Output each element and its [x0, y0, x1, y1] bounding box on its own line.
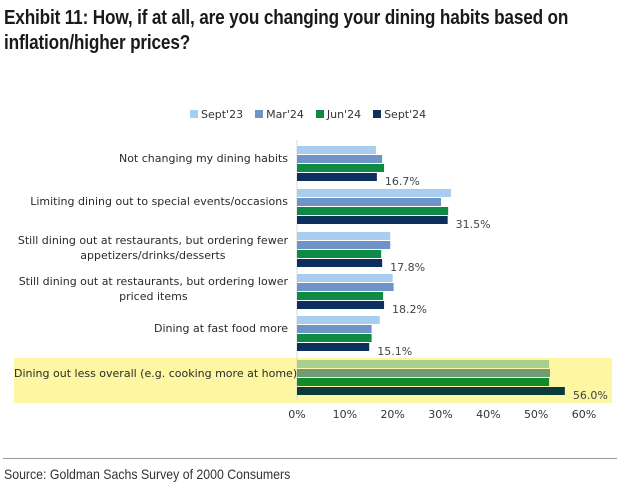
data-label: 56.0%: [573, 389, 608, 402]
x-tick-label: 20%: [380, 408, 404, 421]
bar: [297, 334, 372, 342]
bar: [297, 155, 383, 163]
bar: [297, 241, 391, 249]
legend-label: Mar'24: [266, 107, 304, 121]
bar: [297, 207, 449, 215]
bar: [297, 164, 385, 172]
category-label-line: Limiting dining out to special events/oc…: [30, 194, 288, 208]
x-tick-label: 60%: [572, 408, 596, 421]
x-tick-label: 50%: [524, 408, 548, 421]
bar: [297, 232, 391, 240]
category-label-line: Dining at fast food more: [153, 321, 288, 335]
bar: [297, 360, 550, 368]
category-label-line: appetizers/drinks/desserts: [80, 249, 226, 262]
data-label: 17.8%: [390, 261, 425, 274]
legend-item: Mar'24: [255, 108, 304, 121]
legend-item: Sept'23: [190, 108, 243, 121]
x-tick-label: 10%: [333, 408, 357, 421]
bar: [297, 250, 382, 258]
chart-title: Exhibit 11: How, if at all, are you chan…: [4, 7, 569, 54]
bar: [297, 283, 394, 291]
bar: [297, 274, 393, 282]
category-label-line: Still dining out at restaurants, but ord…: [18, 275, 288, 288]
bar: [297, 189, 452, 197]
bar: [297, 216, 448, 224]
category-label-line: Not changing my dining habits: [118, 151, 288, 165]
category-label: Still dining out at restaurants, but ord…: [18, 233, 288, 263]
bar: [297, 301, 385, 309]
data-label: 18.2%: [392, 303, 427, 316]
legend-swatch: [373, 110, 382, 118]
x-tick-label: 30%: [428, 408, 452, 421]
legend-label: Jun'24: [326, 107, 362, 121]
bar: [297, 259, 383, 267]
bar: [297, 325, 372, 333]
legend-swatch: [255, 110, 264, 118]
category-label-line: Dining out less overall (e.g. cooking mo…: [14, 366, 298, 380]
legend-item: Sept'24: [373, 108, 426, 121]
category-label-line: Still dining out at restaurants, but ord…: [17, 234, 288, 247]
legend: Sept'23 Mar'24 Jun'24 Sept'24: [190, 106, 426, 122]
bar: [297, 369, 551, 377]
footer-divider: [3, 458, 617, 459]
legend-label: Sept'24: [384, 107, 427, 121]
data-label: 15.1%: [377, 345, 412, 358]
category-label: Still dining out at restaurants, but ord…: [19, 274, 288, 304]
category-label: Limiting dining out to special events/oc…: [30, 194, 288, 209]
category-label-line: priced items: [119, 290, 188, 303]
category-label: Dining out less overall (e.g. cooking mo…: [14, 366, 297, 381]
bar: [297, 146, 376, 154]
bar: [297, 292, 384, 300]
category-label: Dining at fast food more: [154, 321, 288, 336]
legend-label: Sept'23: [201, 107, 244, 121]
bar: [297, 198, 441, 206]
bar: [297, 316, 380, 324]
bar: [297, 387, 565, 395]
x-tick-label: 40%: [476, 408, 500, 421]
source-note: Source: Goldman Sachs Survey of 2000 Con…: [4, 466, 291, 482]
legend-swatch: [190, 110, 198, 118]
legend-swatch: [315, 110, 324, 118]
legend-item: Jun'24: [315, 107, 362, 121]
data-label: 31.5%: [456, 218, 491, 231]
bar: [297, 378, 550, 386]
x-tick-label: 0%: [288, 408, 305, 421]
category-label: Not changing my dining habits: [119, 151, 288, 166]
data-label: 16.7%: [385, 175, 420, 188]
bar: [297, 343, 370, 351]
bar: [297, 173, 377, 181]
